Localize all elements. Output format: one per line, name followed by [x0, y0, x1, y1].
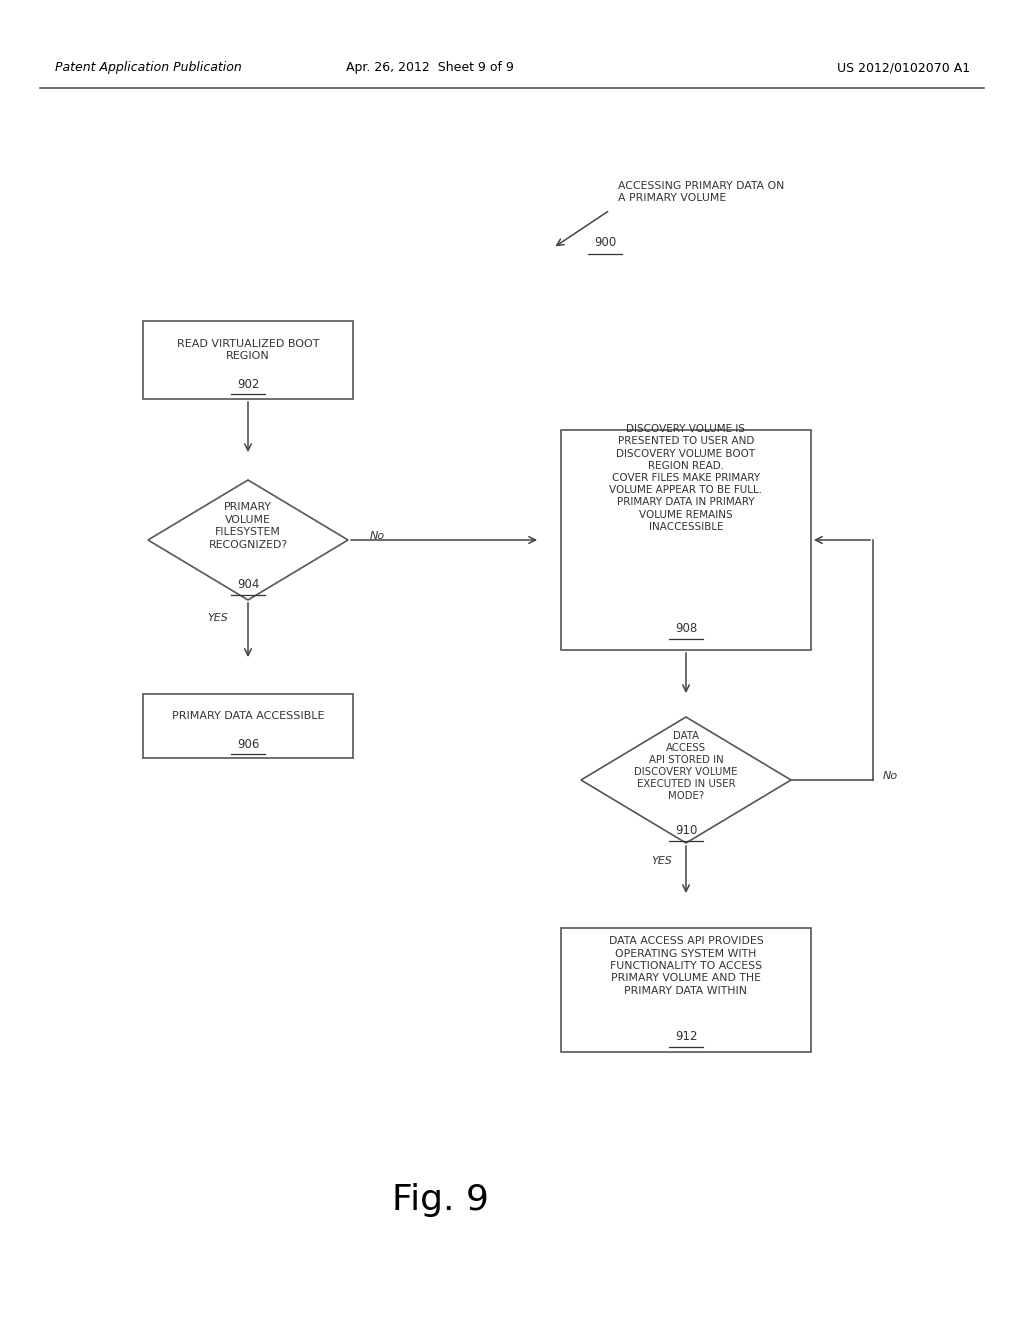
Text: Patent Application Publication: Patent Application Publication [55, 62, 242, 74]
Text: READ VIRTUALIZED BOOT
REGION: READ VIRTUALIZED BOOT REGION [177, 339, 319, 362]
Text: DATA
ACCESS
API STORED IN
DISCOVERY VOLUME
EXECUTED IN USER
MODE?: DATA ACCESS API STORED IN DISCOVERY VOLU… [634, 731, 737, 801]
Text: DISCOVERY VOLUME IS
PRESENTED TO USER AND
DISCOVERY VOLUME BOOT
REGION READ.
COV: DISCOVERY VOLUME IS PRESENTED TO USER AN… [609, 424, 763, 532]
Text: Fig. 9: Fig. 9 [391, 1183, 488, 1217]
Text: YES: YES [208, 612, 228, 623]
FancyBboxPatch shape [561, 430, 811, 649]
Text: DATA ACCESS API PROVIDES
OPERATING SYSTEM WITH
FUNCTIONALITY TO ACCESS
PRIMARY V: DATA ACCESS API PROVIDES OPERATING SYSTE… [608, 936, 763, 995]
Text: 912: 912 [675, 1030, 697, 1043]
Text: PRIMARY DATA ACCESSIBLE: PRIMARY DATA ACCESSIBLE [172, 711, 325, 721]
FancyBboxPatch shape [143, 321, 353, 399]
FancyBboxPatch shape [143, 694, 353, 758]
Text: 910: 910 [675, 824, 697, 837]
Text: Apr. 26, 2012  Sheet 9 of 9: Apr. 26, 2012 Sheet 9 of 9 [346, 62, 514, 74]
Text: 908: 908 [675, 622, 697, 635]
Text: No: No [883, 771, 898, 781]
Text: US 2012/0102070 A1: US 2012/0102070 A1 [837, 62, 970, 74]
Text: No: No [370, 531, 385, 541]
Text: 902: 902 [237, 378, 259, 391]
Text: 900: 900 [594, 235, 616, 248]
Polygon shape [148, 480, 348, 601]
Text: 904: 904 [237, 578, 259, 590]
Polygon shape [581, 717, 791, 843]
Text: ACCESSING PRIMARY DATA ON
A PRIMARY VOLUME: ACCESSING PRIMARY DATA ON A PRIMARY VOLU… [618, 181, 784, 203]
FancyBboxPatch shape [561, 928, 811, 1052]
Text: YES: YES [651, 855, 673, 866]
Text: PRIMARY
VOLUME
FILESYSTEM
RECOGNIZED?: PRIMARY VOLUME FILESYSTEM RECOGNIZED? [209, 503, 288, 549]
Text: 906: 906 [237, 738, 259, 751]
